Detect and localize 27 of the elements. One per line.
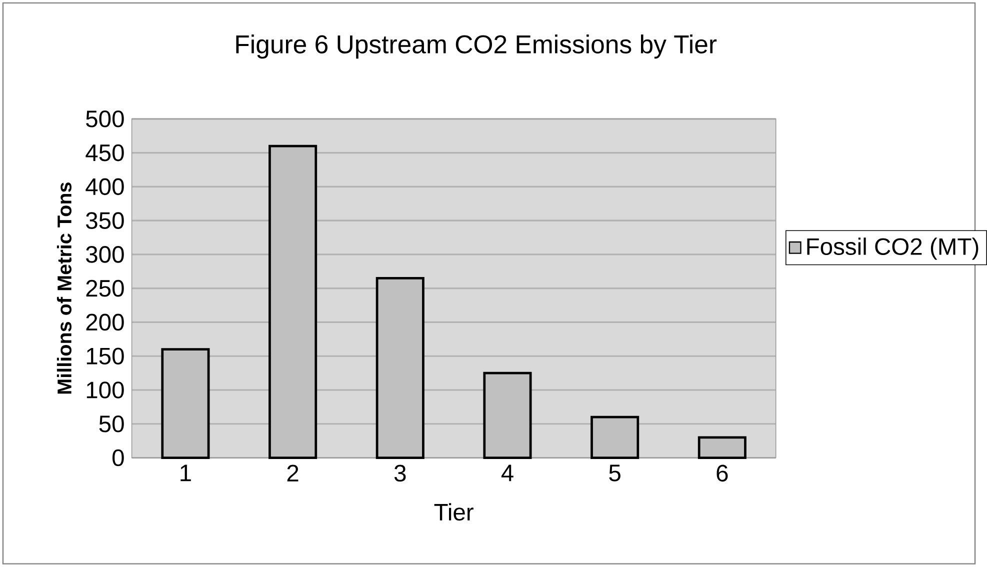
bar — [698, 436, 746, 460]
y-tick-label: 400 — [86, 178, 124, 196]
y-axis-title: Millions of Metric Tons — [56, 182, 72, 394]
legend-label: Fossil CO2 (MT) — [807, 238, 978, 260]
y-tick-label: 100 — [86, 382, 124, 399]
y-tick-label: 200 — [86, 314, 124, 331]
y-tick-label: 0 — [112, 449, 124, 466]
y-tick-label: 300 — [86, 246, 124, 263]
bar — [268, 144, 318, 460]
x-tick-label: 6 — [716, 464, 728, 482]
bar — [376, 277, 424, 460]
x-axis-title: Tier — [434, 503, 474, 521]
x-tick-label: 5 — [609, 464, 620, 482]
y-tick-label: 500 — [86, 110, 124, 128]
x-tick-label: 3 — [394, 464, 406, 482]
y-tick-label: 450 — [86, 144, 124, 162]
chart-title: Figure 6 Upstream CO2 Emissions by Tier — [236, 34, 717, 59]
bar — [161, 348, 210, 460]
y-tick-label: 50 — [99, 416, 124, 432]
bar — [590, 416, 640, 460]
y-tick-label: 150 — [86, 348, 124, 365]
y-tick-label: 350 — [86, 212, 124, 230]
x-tick-label: 4 — [501, 464, 514, 482]
x-tick-label: 1 — [180, 464, 191, 482]
x-tick-label: 2 — [287, 464, 298, 482]
bar — [483, 372, 532, 460]
y-tick-label: 250 — [86, 280, 124, 297]
